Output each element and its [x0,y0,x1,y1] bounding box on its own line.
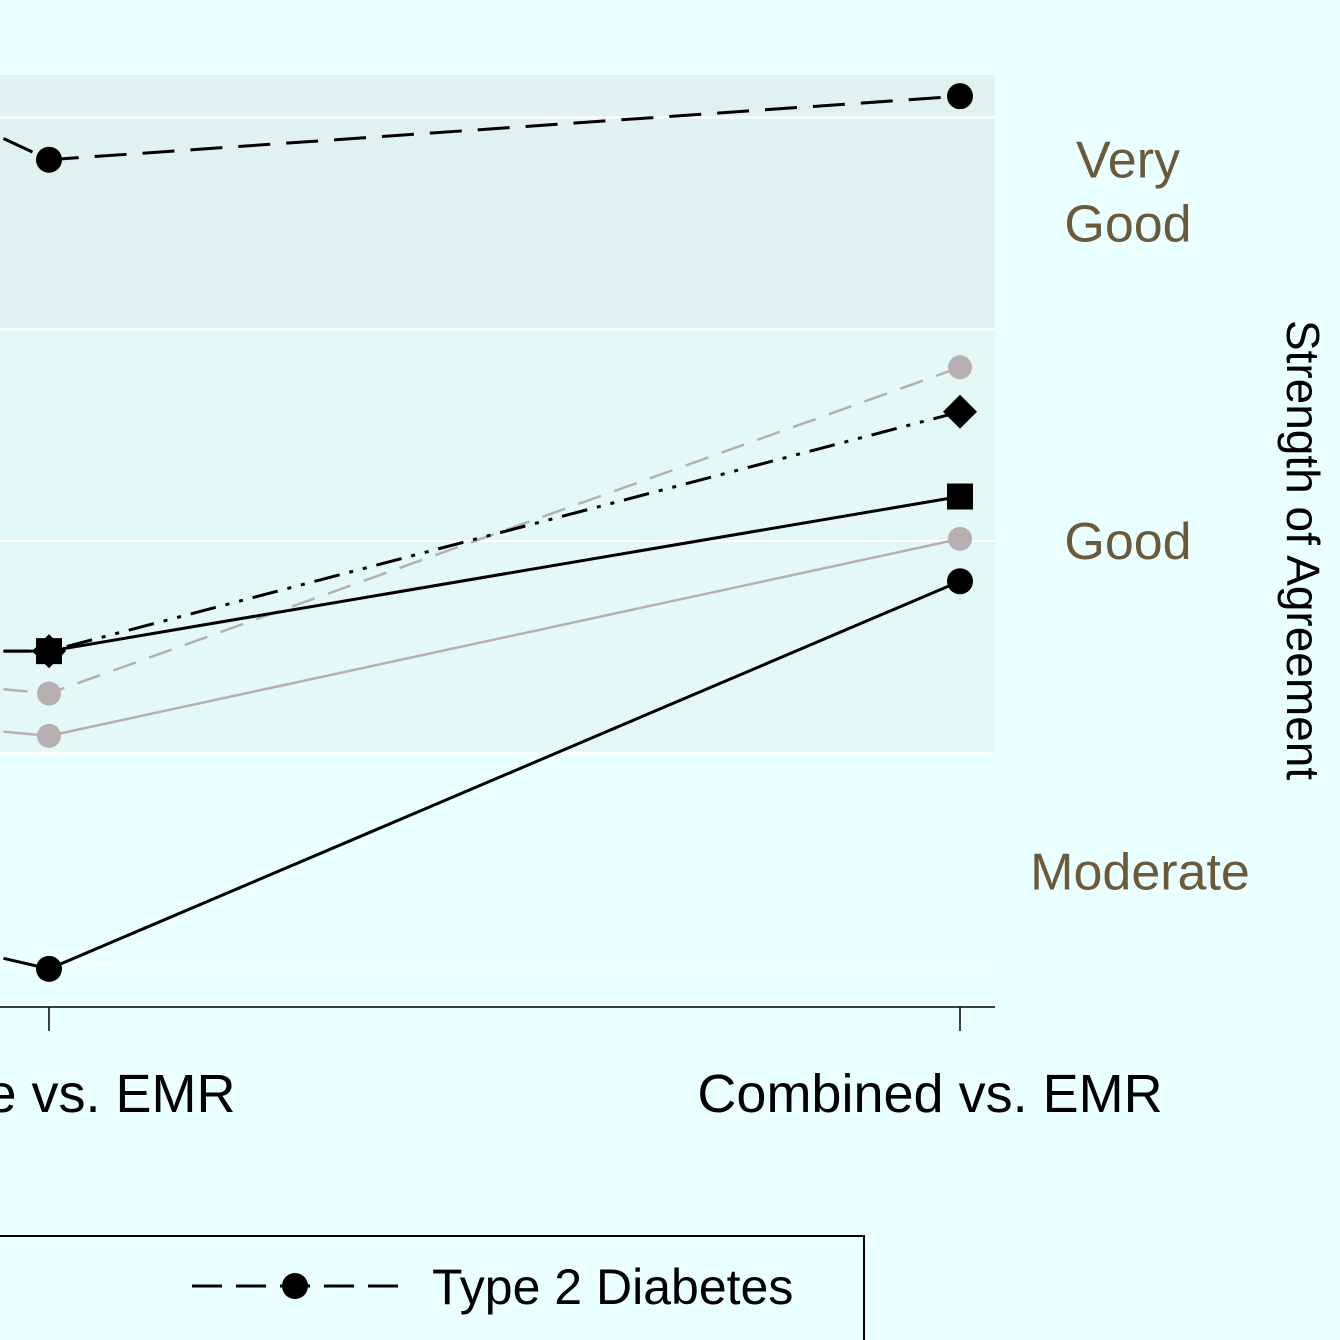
gridlines [0,116,995,966]
data-series [2,83,977,982]
series-5-point-1 [947,568,973,595]
legend-marker-0 [282,1273,308,1299]
band-3 [0,541,995,753]
legend-box [0,1235,865,1340]
band-label-4-0: Moderate [1030,843,1250,901]
series-4-point-0 [37,723,61,748]
y-axis-label: Strength of Agreement [1277,320,1329,781]
band-label-0-1: Good [1064,196,1191,254]
band-label-2-0: Good [1064,513,1191,571]
series-5-point-0 [36,955,62,982]
series-4-point-1 [948,526,972,551]
series-0-point-1 [947,83,973,110]
legend: Type 2 Diabetes [0,1235,865,1340]
series-1-point-0 [37,681,61,706]
series-3-point-0 [36,638,62,665]
band-labels: Very Good Good Moderate [1030,132,1250,902]
band-label-0-0: Very [1076,132,1180,190]
band-4 [0,752,995,1007]
legend-label-0: Type 2 Diabetes [432,1259,793,1315]
band-0 [0,75,995,118]
x-axis: ative vs. EMR Combined vs. EMR [0,1006,1163,1124]
band-2 [0,329,995,541]
band-1 [0,117,995,330]
x-tick-label-0: ative vs. EMR [0,1064,236,1124]
series-1-point-1 [948,355,972,380]
series-2-point-1 [943,394,977,429]
series-0-point-0 [36,146,62,173]
x-tick-label-1: Combined vs. EMR [697,1064,1162,1124]
series-3-point-1 [947,483,973,510]
